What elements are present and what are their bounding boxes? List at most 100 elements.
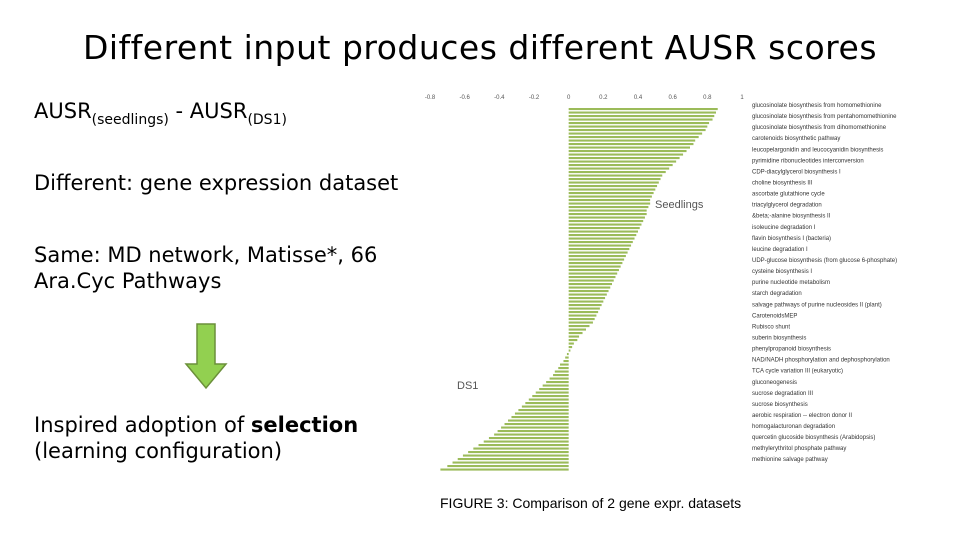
bar <box>568 230 638 233</box>
bar <box>504 423 569 426</box>
x-tick-label: 0.6 <box>668 95 677 101</box>
ausr-sub-ds1: (DS1) <box>247 112 287 128</box>
category-label: carotenoids biosynthetic pathway <box>752 136 840 142</box>
category-label: methionine salvage pathway <box>752 457 828 463</box>
bar <box>473 447 569 450</box>
bar <box>568 150 687 153</box>
bar <box>497 430 569 433</box>
category-label: glucosinolate biosynthesis from homometh… <box>752 103 882 109</box>
bar <box>568 213 647 216</box>
bar <box>568 290 609 293</box>
category-label: NAD/NADH phosphorylation and dephosphory… <box>752 358 890 364</box>
bar <box>568 234 637 237</box>
bar <box>447 465 569 468</box>
bar <box>568 122 710 125</box>
bar <box>568 328 586 331</box>
bar <box>508 419 569 422</box>
bar <box>568 307 600 310</box>
bar <box>568 311 599 314</box>
category-label: flavin biosynthesis I (bacteria) <box>752 236 831 242</box>
bar <box>514 412 569 415</box>
bar <box>568 248 630 251</box>
bar <box>440 468 569 471</box>
bar <box>568 132 703 135</box>
bar <box>568 244 632 247</box>
bar <box>539 388 569 391</box>
inspired-bold: selection <box>250 413 359 437</box>
bar <box>568 146 690 149</box>
bar <box>568 118 713 121</box>
bar <box>532 395 569 398</box>
bar <box>568 346 573 349</box>
x-tick-label: 0.4 <box>634 95 643 101</box>
bar <box>549 377 569 380</box>
bar <box>568 160 677 163</box>
category-label: sucrose degradation III <box>752 391 813 397</box>
bar <box>568 258 625 261</box>
inspired-prefix: Inspired adoption of <box>34 413 251 437</box>
bar <box>568 314 597 317</box>
bar <box>568 325 590 328</box>
category-label: sucrose biosynthesis <box>752 402 808 408</box>
bar <box>568 241 633 244</box>
bar <box>568 167 670 170</box>
bar <box>528 398 569 401</box>
bar <box>568 321 593 324</box>
x-tick-label: -0.2 <box>529 95 540 101</box>
bar <box>568 153 684 156</box>
ausr-term-2: - AUSR <box>168 99 248 123</box>
bar <box>542 384 569 387</box>
bar <box>568 157 680 160</box>
bar <box>554 370 569 373</box>
ausr-formula: AUSR(seedlings) - AUSR(DS1) <box>34 98 287 133</box>
bar <box>568 202 651 205</box>
ausr-sub-seedlings: (seedlings) <box>91 112 169 128</box>
bar <box>488 437 569 440</box>
bar <box>535 391 569 394</box>
x-tick-label: -0.6 <box>459 95 470 101</box>
bar <box>568 129 706 132</box>
ausr-term-1: AUSR <box>34 99 92 123</box>
bar <box>566 353 569 356</box>
bar <box>568 304 602 307</box>
bar <box>568 300 604 303</box>
bar <box>478 444 569 447</box>
category-label: starch degradation <box>752 291 802 297</box>
category-label: pyrimidine ribonucleotides interconversi… <box>752 158 864 164</box>
category-label: ascorbate glutathione cycle <box>752 192 825 198</box>
bar <box>568 286 611 289</box>
bar <box>546 381 569 384</box>
bar <box>568 276 616 279</box>
inspired-suffix: (learning configuration) <box>34 439 283 463</box>
bar <box>568 206 649 209</box>
category-label: leucopelargonidin and leucocyanidin bios… <box>752 147 883 153</box>
category-label: glucosinolate biosynthesis from dihomome… <box>752 125 887 131</box>
bar <box>568 216 645 219</box>
category-label: cysteine biosynthesis I <box>752 269 812 275</box>
slide-title: Different input produces different AUSR … <box>82 28 878 67</box>
category-label: leucine degradation I <box>752 247 808 253</box>
bar <box>518 409 569 412</box>
category-label: homogalacturonan degradation <box>752 424 835 430</box>
bar <box>568 192 654 195</box>
category-label: triacylglycerol degradation <box>752 203 822 209</box>
bar <box>468 451 569 454</box>
bar <box>568 335 580 338</box>
down-arrow-icon <box>184 323 228 390</box>
bar <box>568 174 663 177</box>
category-label: phenylpropanoid biosynthesis <box>752 347 831 353</box>
x-tick-label: -0.4 <box>494 95 505 101</box>
annotation-ds1: DS1 <box>457 380 478 392</box>
x-tick-label: -0.8 <box>425 95 436 101</box>
bar <box>457 458 569 461</box>
bar <box>558 367 569 370</box>
x-tick-label: 0.2 <box>599 95 608 101</box>
bar <box>568 279 614 282</box>
bar <box>568 111 716 114</box>
x-tick-label: 0.8 <box>703 95 712 101</box>
bar <box>568 125 708 128</box>
category-label: choline biosynthesis III <box>752 180 813 186</box>
bar <box>568 265 621 268</box>
figure-caption: FIGURE 3: Comparison of 2 gene expr. dat… <box>440 495 742 511</box>
bar <box>568 283 612 286</box>
